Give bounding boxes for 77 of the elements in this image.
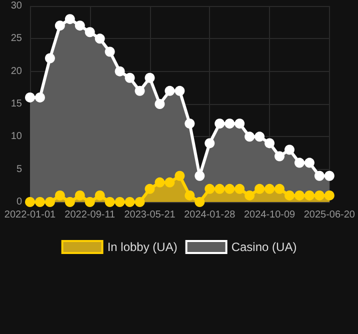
point xyxy=(254,184,265,194)
point xyxy=(164,177,175,188)
y-tick-label: 25 xyxy=(10,33,22,44)
point xyxy=(94,190,105,200)
point xyxy=(154,177,165,188)
point xyxy=(194,170,205,181)
point xyxy=(184,190,195,200)
x-tick-label: 2023-05-21 xyxy=(124,210,176,220)
point xyxy=(134,197,145,207)
point xyxy=(84,197,95,207)
point xyxy=(114,197,125,207)
point xyxy=(25,92,35,102)
point xyxy=(194,197,205,207)
point xyxy=(174,170,185,181)
point xyxy=(124,197,135,207)
y-tick-label: 0 xyxy=(16,196,22,208)
y-tick-label: 20 xyxy=(10,66,22,77)
point xyxy=(74,190,85,200)
point xyxy=(144,72,155,83)
point xyxy=(84,27,95,38)
point xyxy=(154,99,165,109)
point xyxy=(134,86,145,96)
point xyxy=(214,118,225,129)
point xyxy=(224,184,235,194)
point xyxy=(54,190,65,200)
point xyxy=(34,197,45,207)
point xyxy=(204,184,215,194)
legend-label: In lobby (UA) xyxy=(107,240,178,254)
point xyxy=(34,92,45,102)
point xyxy=(324,190,334,200)
point xyxy=(104,197,115,207)
y-tick-label: 15 xyxy=(10,98,22,110)
point xyxy=(25,197,35,207)
point xyxy=(294,190,304,200)
point xyxy=(324,170,334,181)
point xyxy=(294,158,304,168)
x-tick-label: 2022-01-01 xyxy=(4,210,56,220)
point xyxy=(254,132,265,142)
point xyxy=(74,20,85,31)
y-tick-label: 30 xyxy=(10,0,22,12)
point xyxy=(44,53,55,64)
point xyxy=(234,184,245,194)
point xyxy=(264,138,275,148)
point xyxy=(314,190,324,200)
y-tick-label: 10 xyxy=(10,131,22,142)
point xyxy=(284,144,294,155)
x-tick-label: 2024-10-09 xyxy=(244,210,296,220)
point xyxy=(164,86,175,96)
point xyxy=(304,190,314,200)
point xyxy=(64,197,75,207)
point xyxy=(104,46,115,57)
y-tick-label: 5 xyxy=(16,164,22,175)
x-tick-label: 2022-09-11 xyxy=(64,210,116,220)
point xyxy=(214,184,225,194)
point xyxy=(284,190,294,200)
point xyxy=(184,118,195,129)
x-tick-label: 2025-06-20 xyxy=(304,210,356,220)
x-tick-label: 2024-01-28 xyxy=(184,210,236,220)
point xyxy=(94,34,105,44)
point xyxy=(314,170,324,181)
point xyxy=(174,86,185,96)
point xyxy=(64,14,75,24)
point xyxy=(244,190,255,200)
point xyxy=(54,20,65,31)
point xyxy=(244,132,255,142)
point xyxy=(274,151,285,162)
point xyxy=(234,118,245,129)
point xyxy=(274,184,285,194)
legend-label: Casino (UA) xyxy=(231,240,297,254)
point xyxy=(124,72,135,83)
point xyxy=(224,118,235,129)
point xyxy=(114,66,125,76)
point xyxy=(144,184,155,194)
point xyxy=(304,158,314,168)
point xyxy=(204,138,215,148)
point xyxy=(264,184,275,194)
point xyxy=(44,197,55,207)
